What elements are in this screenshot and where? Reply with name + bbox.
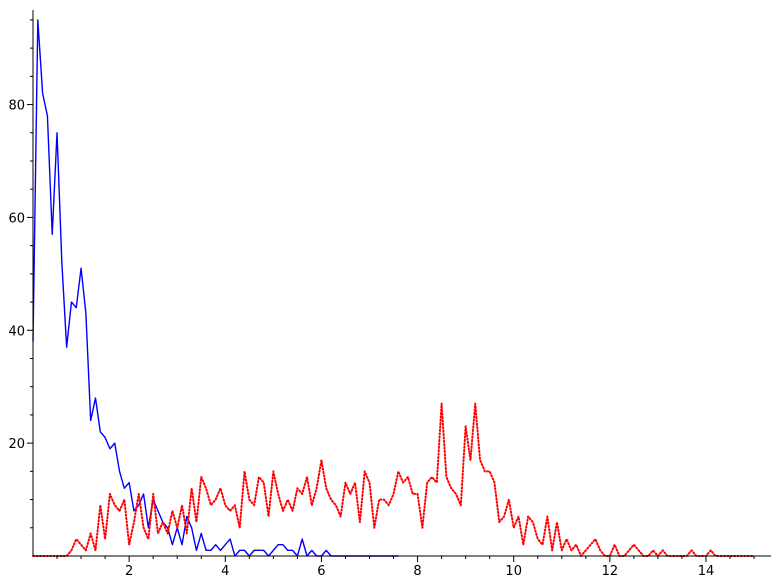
y-tick-label-40: 40 (8, 324, 25, 339)
x-tick-label-2: 2 (125, 564, 133, 579)
x-tick-label-4: 4 (221, 564, 229, 579)
series-line-2 (32, 402, 756, 557)
x-tick-label-12: 12 (602, 564, 619, 579)
x-tick-label-14: 14 (698, 564, 715, 579)
y-tick-label-80: 80 (8, 99, 25, 114)
y-tick-label-60: 60 (8, 211, 25, 226)
series-layer (32, 19, 756, 557)
axes-layer: 2 4 6 8 10 12 14 20 40 60 80 (8, 10, 771, 579)
y-tick-label-20: 20 (8, 437, 25, 452)
x-tick-label-10: 10 (505, 564, 522, 579)
x-tick-label-6: 6 (317, 564, 325, 579)
x-tick-label-8: 8 (413, 564, 421, 579)
series-line-1 (32, 19, 399, 557)
